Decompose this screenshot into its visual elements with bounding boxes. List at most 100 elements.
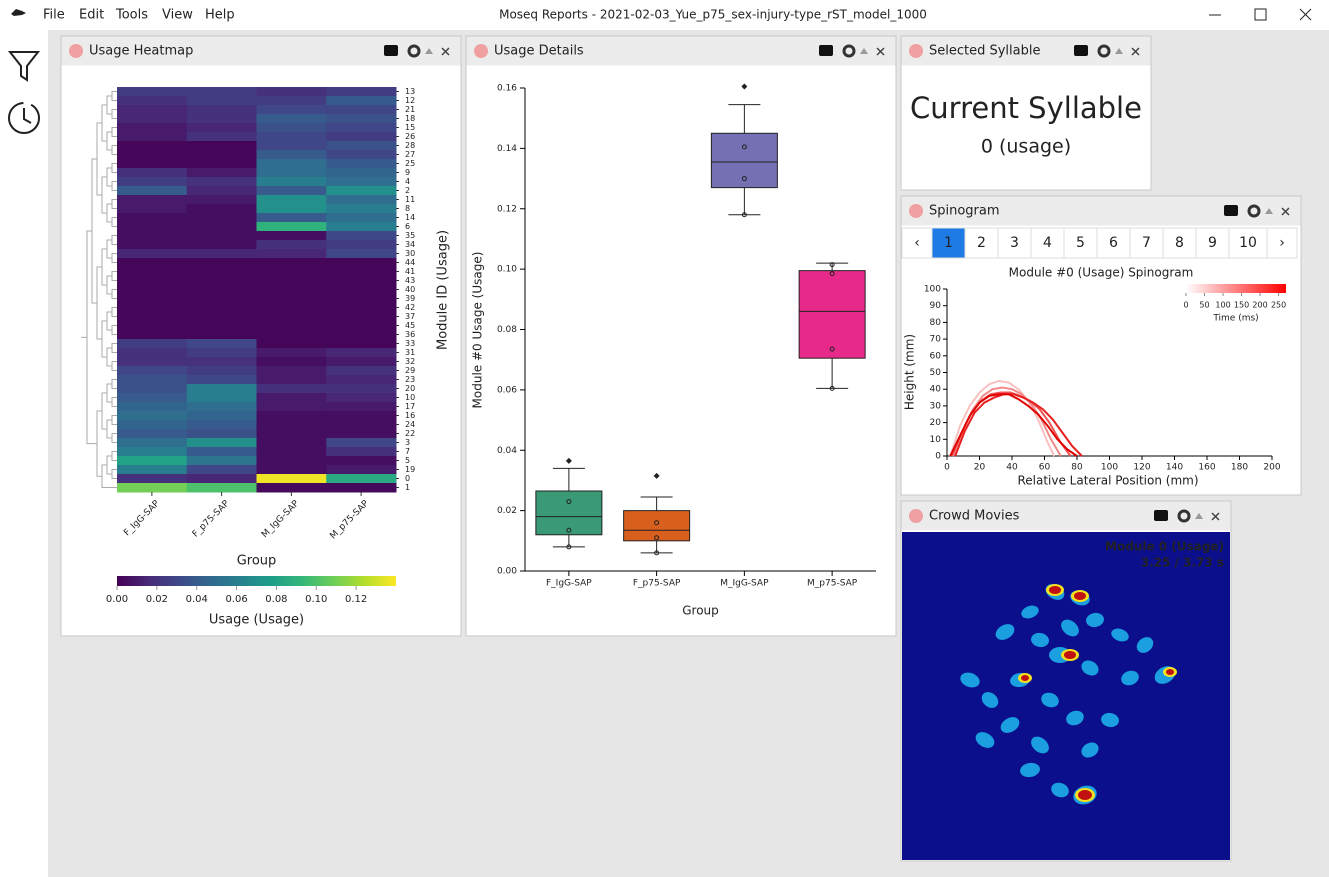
heatmap-cell	[117, 195, 188, 205]
camera-button[interactable]	[1074, 45, 1088, 56]
settings-button[interactable]	[1097, 44, 1111, 58]
heatmap-cell	[326, 429, 397, 439]
x-tick-label: 80	[1071, 463, 1083, 473]
collapse-button[interactable]	[1265, 208, 1273, 214]
y-tick-label: 0.10	[497, 265, 517, 275]
heatmap-cell	[256, 276, 327, 286]
menu-item[interactable]: File	[43, 8, 65, 23]
box	[710, 132, 778, 189]
heatmap-cell	[256, 141, 327, 151]
heatmap-cell	[256, 195, 327, 205]
heatmap-cell	[117, 411, 188, 421]
history-hands	[23, 108, 32, 124]
menu-item[interactable]: Help	[205, 8, 235, 23]
page-button[interactable]	[1162, 227, 1197, 259]
page-label[interactable]: 6	[1109, 235, 1118, 251]
heatmap-cell	[326, 231, 397, 241]
page-button[interactable]	[964, 227, 999, 259]
data-point	[566, 527, 572, 533]
close-panel-button[interactable]	[1131, 47, 1140, 56]
data-point	[829, 385, 835, 391]
page-button[interactable]	[901, 227, 933, 259]
outlier	[653, 472, 660, 479]
maximize-button[interactable]	[1254, 8, 1267, 21]
heatmap-cell	[256, 393, 327, 403]
heatmap-cell	[256, 447, 327, 457]
page-button[interactable]	[997, 227, 1032, 259]
y-tick-label: 0.00	[497, 567, 517, 577]
heatmap-cell	[186, 348, 257, 358]
page-label[interactable]: 4	[1043, 235, 1052, 251]
menu-item[interactable]: Tools	[115, 8, 148, 23]
close-panel-button[interactable]	[441, 47, 450, 56]
close-panel-button[interactable]	[1211, 512, 1220, 521]
page-label[interactable]: ‹	[914, 235, 920, 251]
camera-button[interactable]	[819, 45, 833, 56]
heatmap-cell	[186, 258, 257, 268]
camera-button[interactable]	[384, 45, 398, 56]
heatmap-cell	[186, 294, 257, 304]
filter-icon[interactable]	[7, 51, 41, 82]
collapse-button[interactable]	[1115, 48, 1123, 54]
heatmap-cell	[326, 141, 397, 151]
colorbar-tick-label: 250	[1271, 301, 1286, 310]
heatmap-cell	[186, 213, 257, 223]
data-point	[741, 176, 747, 182]
page-label[interactable]: 10	[1239, 235, 1257, 251]
heatmap-cell	[256, 114, 327, 124]
movie-frame	[902, 532, 1230, 860]
page-label[interactable]: 3	[1010, 235, 1019, 251]
close-panel-button[interactable]	[876, 47, 885, 56]
row-label: 42	[405, 303, 415, 312]
syllable-heading: Current Syllable	[910, 91, 1142, 125]
heatmap-cell	[186, 96, 257, 106]
heatmap-cell	[326, 177, 397, 187]
page-button[interactable]	[1228, 227, 1268, 259]
x-tick-label: 0	[944, 463, 950, 473]
heatmap-cell	[186, 177, 257, 187]
menu-item[interactable]: Edit	[79, 8, 104, 23]
collapse-button[interactable]	[425, 48, 433, 54]
page-label[interactable]: 2	[977, 235, 986, 251]
x-tick-label: 40	[1006, 463, 1018, 473]
collapse-button[interactable]	[1195, 513, 1203, 519]
close-button[interactable]	[1299, 8, 1312, 21]
row-label: 27	[405, 150, 415, 159]
camera-button[interactable]	[1154, 510, 1168, 521]
page-label[interactable]: 7	[1142, 235, 1151, 251]
heatmap-cell	[326, 348, 397, 358]
history-icon[interactable]	[8, 102, 40, 134]
menu-item[interactable]: View	[162, 8, 193, 23]
collapse-button[interactable]	[860, 48, 868, 54]
row-label: 44	[405, 258, 415, 267]
heatmap-cell	[326, 456, 397, 466]
heatmap-cell	[256, 303, 327, 313]
page-label[interactable]: 1	[944, 235, 953, 251]
y-tick-label: 50	[930, 368, 942, 378]
heatmap-cell	[326, 375, 397, 385]
row-label: 40	[405, 285, 415, 294]
mouse-blob	[1000, 717, 1020, 733]
heatmap-cell	[326, 123, 397, 133]
settings-button[interactable]	[1247, 204, 1261, 218]
page-button[interactable]	[1266, 227, 1298, 259]
page-label[interactable]: 9	[1208, 235, 1217, 251]
row-label: 1	[405, 483, 410, 492]
heatmap-cell	[186, 357, 257, 367]
heatmap-cell	[256, 150, 327, 160]
row-label: 15	[405, 123, 415, 132]
page-label[interactable]: 5	[1076, 235, 1085, 251]
page-label[interactable]: 8	[1175, 235, 1184, 251]
row-label: 22	[405, 429, 415, 438]
heatmap-cell	[186, 105, 257, 115]
close-panel-button[interactable]	[1281, 207, 1290, 216]
panel-status-dot	[909, 509, 923, 523]
heatmap-cell	[117, 87, 188, 97]
page-button[interactable]	[1030, 227, 1065, 259]
settings-button[interactable]	[407, 44, 421, 58]
settings-button[interactable]	[842, 44, 856, 58]
page-label[interactable]: ›	[1279, 235, 1285, 251]
camera-button[interactable]	[1224, 205, 1238, 216]
settings-button[interactable]	[1177, 509, 1191, 523]
mouse-blob	[995, 624, 1015, 640]
